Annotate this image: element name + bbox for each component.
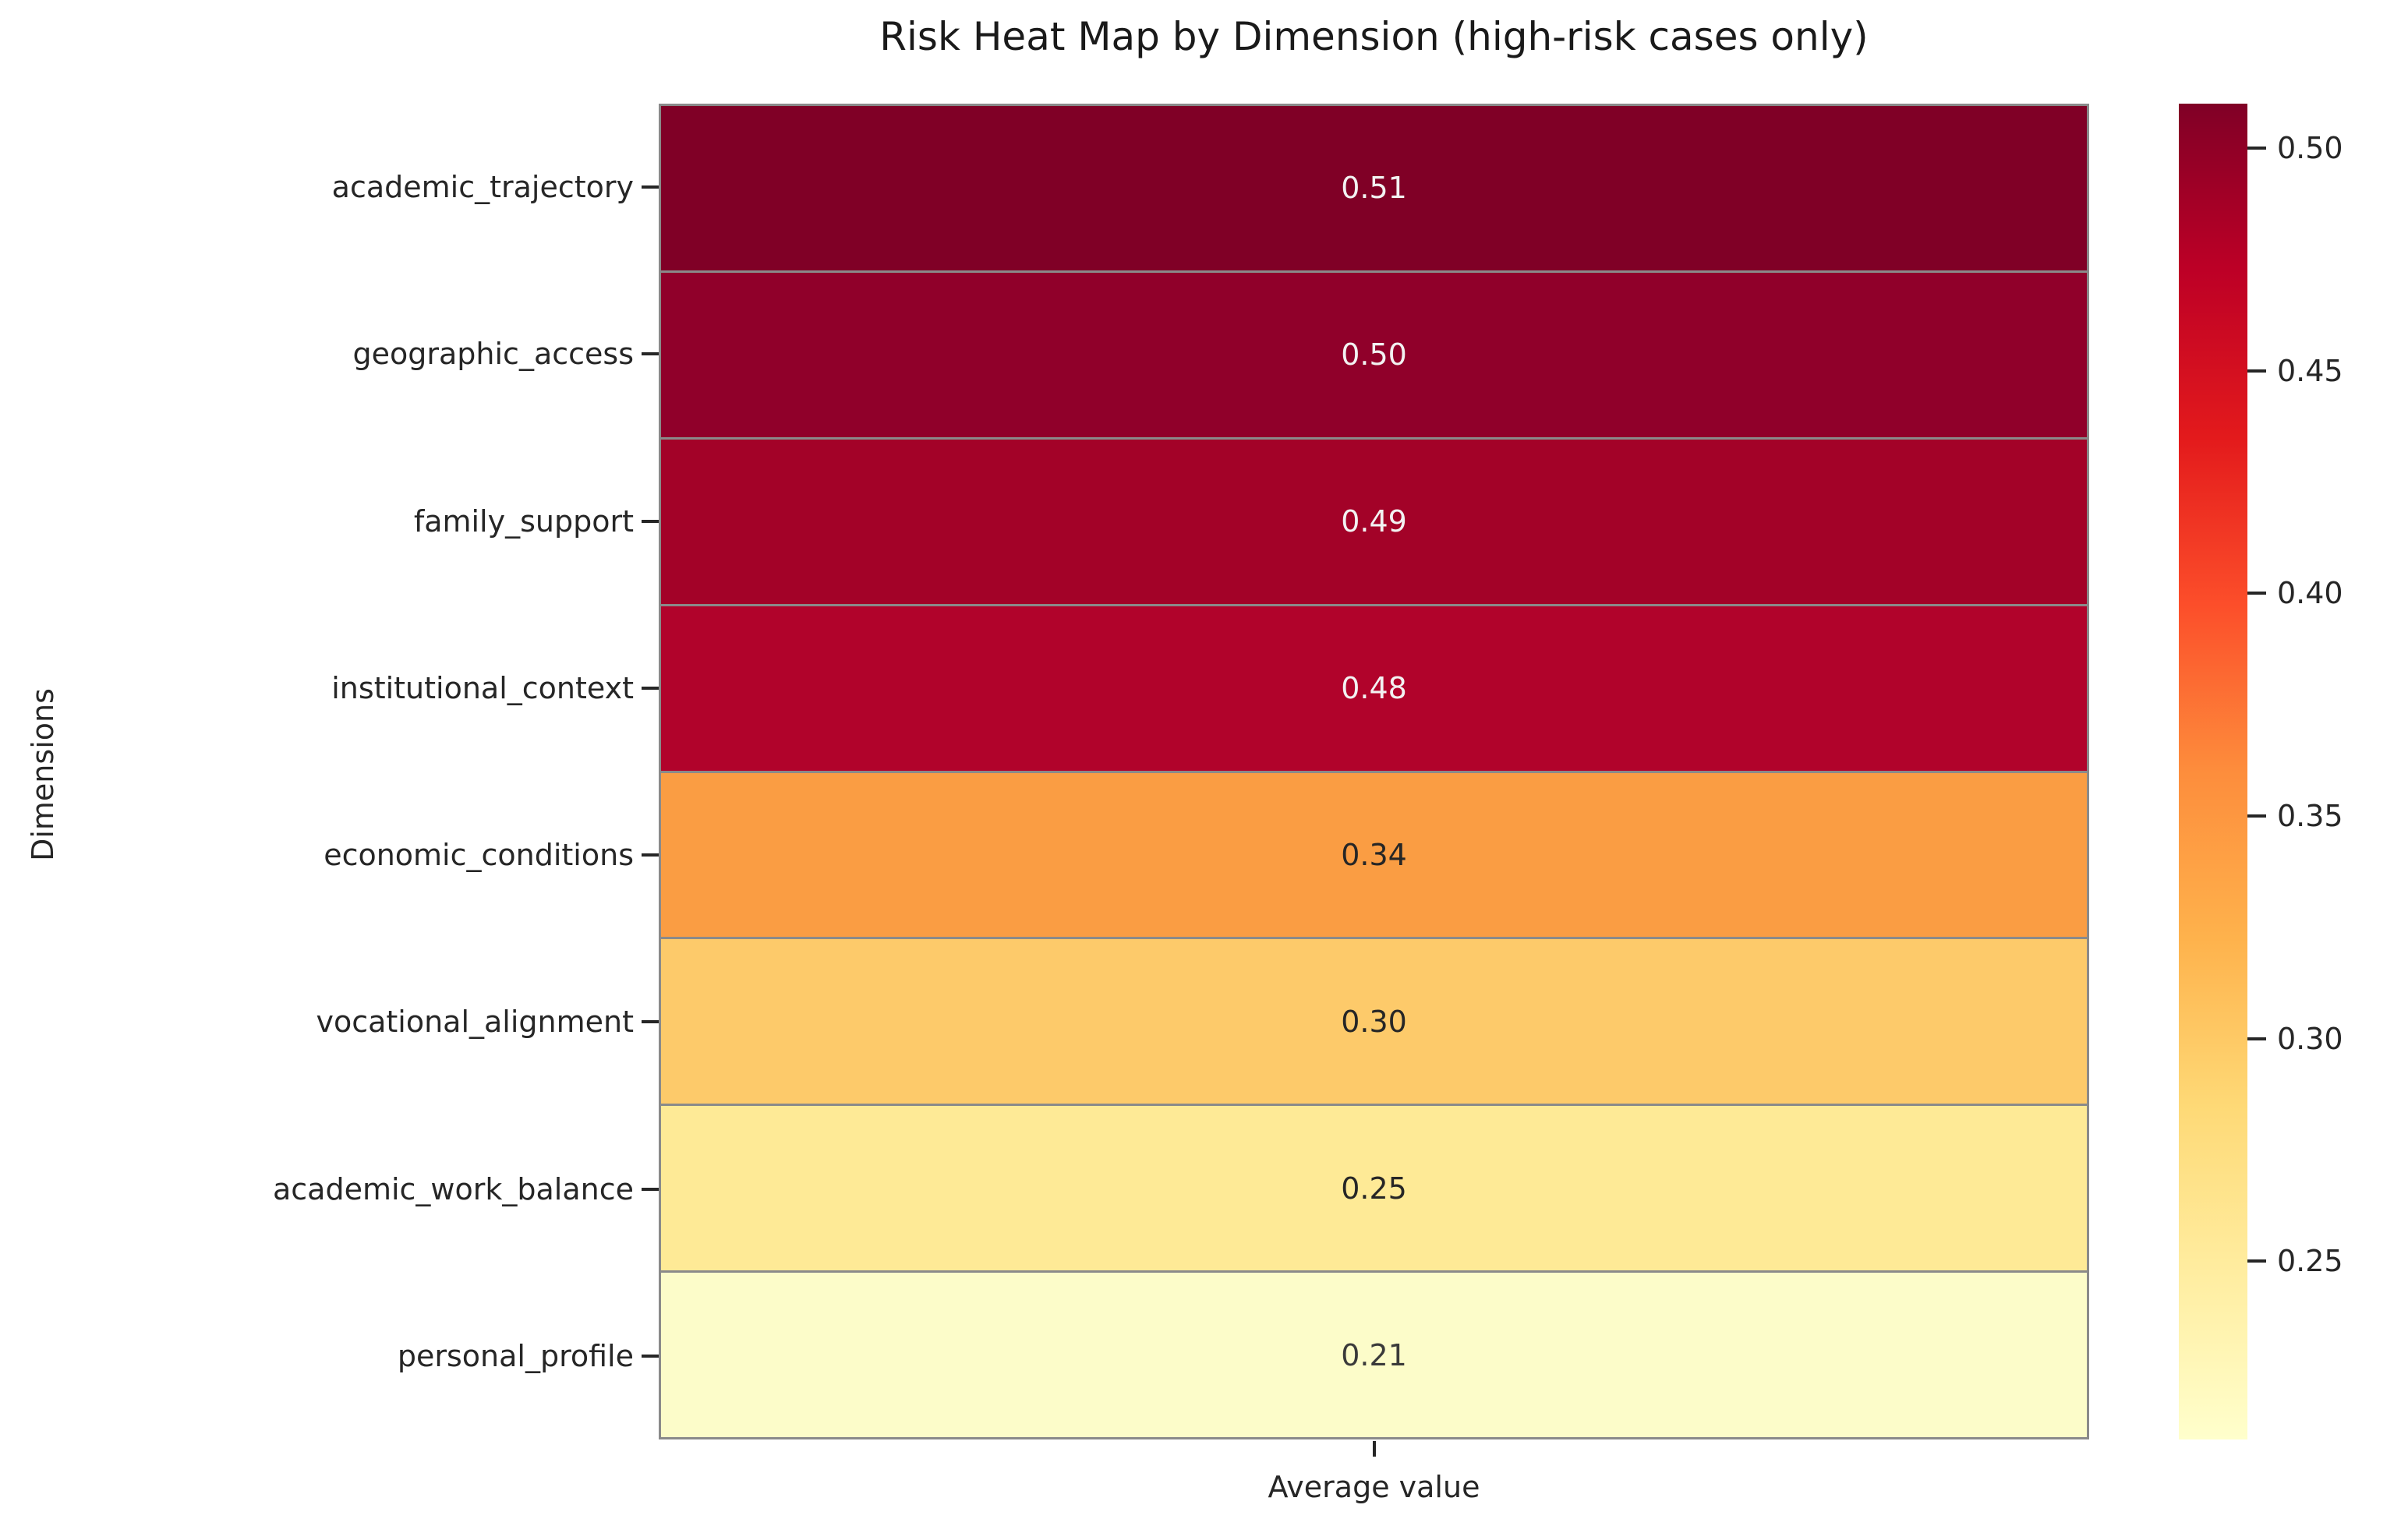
row-label: vocational_alignment <box>316 1005 634 1040</box>
x-tick-mark <box>1373 1441 1376 1457</box>
heatmap-cell: 0.48 <box>661 603 2087 771</box>
row-label: personal_profile <box>397 1338 634 1373</box>
heatmap-cell: 0.25 <box>661 1104 2087 1271</box>
cell-value: 0.34 <box>1341 837 1407 872</box>
cell-value: 0.30 <box>1341 1004 1407 1039</box>
colorbar-tick-label: 0.40 <box>2277 576 2343 611</box>
row-label: family_support <box>413 503 634 539</box>
colorbar-tick-mark <box>2247 592 2266 595</box>
y-tick-mark <box>642 1354 659 1358</box>
cell-value: 0.51 <box>1341 171 1407 206</box>
heatmap-grid: 0.51 0.50 0.49 0.48 0.34 0.30 0.25 0.21 <box>659 104 2089 1439</box>
y-tick-mark <box>642 1020 659 1024</box>
y-tick-mark <box>642 352 659 356</box>
cell-value: 0.50 <box>1341 337 1407 373</box>
colorbar-tick-label: 0.35 <box>2277 799 2343 834</box>
cell-value: 0.25 <box>1341 1171 1407 1206</box>
colorbar-tick-label: 0.50 <box>2277 131 2343 166</box>
row-label: institutional_context <box>331 670 634 705</box>
heatmap-cell: 0.50 <box>661 270 2087 437</box>
heatmap-cell: 0.30 <box>661 937 2087 1104</box>
heatmap-cell: 0.21 <box>661 1270 2087 1437</box>
cell-value: 0.21 <box>1341 1337 1407 1372</box>
row-label: geographic_access <box>352 337 634 372</box>
y-axis-title: Dimensions <box>26 688 60 861</box>
y-tick-mark <box>642 686 659 690</box>
row-label: academic_trajectory <box>331 170 634 205</box>
y-tick-mark <box>642 185 659 189</box>
y-tick-mark <box>642 853 659 857</box>
colorbar-tick-label: 0.25 <box>2277 1244 2343 1279</box>
x-axis-label: Average value <box>1268 1470 1480 1504</box>
chart-title: Risk Heat Map by Dimension (high-risk ca… <box>879 14 1869 59</box>
colorbar-tick-mark <box>2247 147 2266 150</box>
row-label: academic_work_balance <box>273 1171 634 1206</box>
heatmap-cell: 0.34 <box>661 770 2087 938</box>
heatmap-cell: 0.49 <box>661 436 2087 604</box>
colorbar-tick-label: 0.45 <box>2277 353 2343 388</box>
cell-value: 0.48 <box>1341 671 1407 706</box>
cell-value: 0.49 <box>1341 504 1407 539</box>
heatmap-cell: 0.51 <box>661 106 2087 270</box>
colorbar-tick-mark <box>2247 814 2266 818</box>
colorbar <box>2179 104 2247 1439</box>
colorbar-tick-mark <box>2247 1259 2266 1263</box>
y-tick-mark <box>642 519 659 523</box>
colorbar-tick-mark <box>2247 1037 2266 1040</box>
colorbar-tick-label: 0.30 <box>2277 1021 2343 1056</box>
colorbar-tick-mark <box>2247 369 2266 373</box>
y-tick-mark <box>642 1187 659 1191</box>
row-label: economic_conditions <box>324 838 634 873</box>
